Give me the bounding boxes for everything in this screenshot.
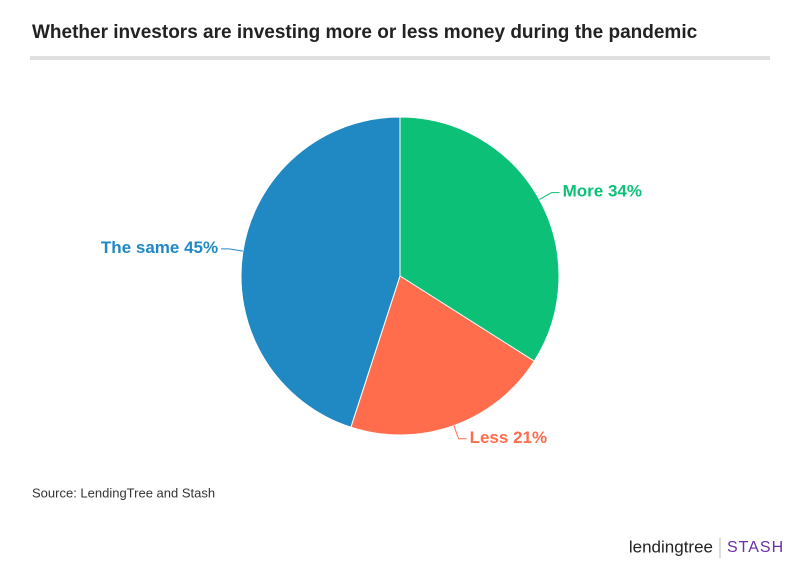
slice-name: More xyxy=(563,182,604,201)
pie-slice xyxy=(399,116,560,362)
logo-stash: STASH xyxy=(727,539,784,556)
leader-line xyxy=(539,192,560,200)
leader-line xyxy=(221,248,244,252)
pie-slice xyxy=(240,116,401,428)
slice-label: The same 45% xyxy=(101,238,218,257)
slice-label: More 34% xyxy=(563,182,642,201)
source: Source: LendingTree and Stash xyxy=(32,485,215,500)
slice-name: Less xyxy=(470,428,509,447)
leader-line xyxy=(453,425,467,440)
slice-name: The same xyxy=(101,238,179,257)
slice-label: Less 21% xyxy=(470,428,548,447)
slice-value: 34% xyxy=(608,182,642,201)
logo-lendingtree: lendingtree xyxy=(629,537,713,556)
slice-value: 45% xyxy=(184,238,218,257)
slice-value: 21% xyxy=(513,428,547,447)
pie-slice xyxy=(350,275,535,436)
chart-title: Whether investors are investing more or … xyxy=(32,22,698,43)
pie: More 34% Less 21% The same 45% xyxy=(101,116,642,447)
